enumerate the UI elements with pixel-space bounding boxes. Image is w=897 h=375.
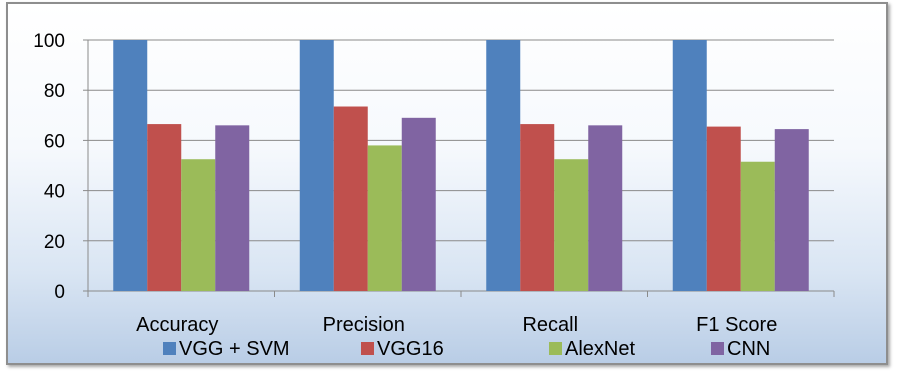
legend-label: VGG + SVM [179, 338, 290, 360]
bar [113, 40, 148, 291]
y-tick-label: 60 [44, 131, 65, 152]
legend-label: AlexNet [565, 338, 635, 360]
bar [333, 106, 368, 291]
bar [401, 117, 436, 291]
bar [706, 126, 741, 291]
legend-swatch [711, 342, 724, 355]
bar [147, 124, 182, 292]
legend-label: CNN [727, 338, 770, 360]
x-tick-label: Accuracy [136, 314, 218, 336]
legend-swatch [549, 342, 562, 355]
bar [740, 161, 775, 291]
y-tick-label: 20 [44, 232, 65, 253]
bar [367, 145, 402, 291]
y-tick-label: 80 [44, 81, 65, 102]
bar [672, 40, 707, 291]
y-tick-label: 0 [54, 282, 65, 303]
x-tick-label: Recall [522, 314, 578, 336]
bar [486, 40, 521, 291]
legend-swatch [361, 342, 374, 355]
bar [215, 125, 250, 291]
bar [588, 125, 623, 291]
bar [774, 129, 809, 291]
bar [520, 124, 555, 292]
x-tick-label: Precision [323, 314, 405, 336]
bar [554, 159, 589, 291]
bar [181, 159, 216, 291]
y-tick-label: 100 [33, 31, 65, 52]
x-tick-label: F1 Score [696, 314, 777, 336]
legend-label: VGG16 [377, 338, 444, 360]
legend-swatch [163, 342, 176, 355]
y-tick-label: 40 [44, 182, 65, 203]
bar [299, 40, 334, 291]
